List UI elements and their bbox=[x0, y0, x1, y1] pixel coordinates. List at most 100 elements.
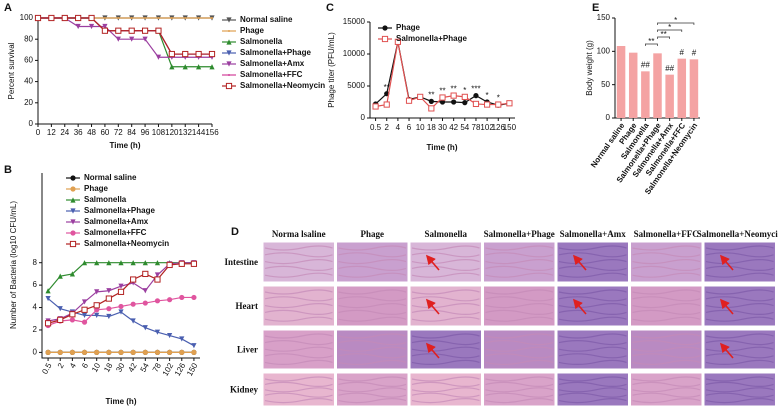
point bbox=[94, 307, 100, 313]
x-tick-label: 42 bbox=[126, 361, 139, 374]
x-tick-label: Normal saline bbox=[589, 121, 627, 170]
tissue-texture bbox=[705, 387, 774, 393]
tissue-texture bbox=[485, 303, 554, 309]
legend-label: Salmonella+Neomycin bbox=[84, 239, 169, 248]
tissue-texture bbox=[485, 392, 554, 398]
x-tick-label: 144 bbox=[192, 128, 206, 137]
point bbox=[372, 103, 379, 110]
point bbox=[484, 101, 491, 108]
x-tick-label: 126 bbox=[492, 123, 506, 132]
point bbox=[106, 349, 112, 355]
bar bbox=[653, 53, 662, 119]
x-tick-label: 102 bbox=[161, 361, 176, 378]
legend-label: Salmonella+FFC bbox=[84, 228, 147, 237]
arrow bbox=[719, 298, 734, 315]
x-tick-label: 120 bbox=[165, 128, 179, 137]
x-tick-label: 54 bbox=[139, 361, 152, 374]
tissue-texture bbox=[705, 245, 774, 251]
x-tick-label: 126 bbox=[173, 361, 188, 378]
x-tick-label: 4 bbox=[396, 123, 401, 132]
point bbox=[394, 38, 401, 45]
series-line bbox=[38, 17, 212, 55]
y-axis-label: Phage titer (PFU/mL) bbox=[327, 32, 336, 108]
annotation: ** bbox=[428, 90, 434, 99]
axes bbox=[41, 173, 200, 359]
y-tick-label: 0 bbox=[606, 113, 611, 122]
point bbox=[405, 97, 413, 104]
x-tick-label: 42 bbox=[449, 123, 458, 132]
bracket-label: * bbox=[674, 16, 677, 25]
x-tick-label: 96 bbox=[141, 128, 150, 137]
tissue-texture bbox=[338, 392, 407, 398]
x-tick-label: 54 bbox=[460, 123, 469, 132]
point bbox=[166, 261, 173, 269]
tissue-texture bbox=[705, 252, 774, 258]
point bbox=[93, 302, 100, 309]
tissue-texture bbox=[264, 272, 333, 278]
tissue-texture bbox=[558, 272, 627, 278]
tissue-texture bbox=[558, 359, 627, 365]
tissue-texture bbox=[264, 309, 333, 315]
x-tick-label: 2 bbox=[385, 123, 390, 132]
series-line bbox=[38, 17, 212, 55]
y-tick-label: 80 bbox=[24, 34, 33, 43]
tissue-texture bbox=[411, 245, 480, 251]
tissue-texture bbox=[558, 245, 627, 251]
tissue-texture bbox=[338, 359, 407, 365]
tissue-texture bbox=[411, 359, 480, 365]
x-tick-label: 0.5 bbox=[40, 361, 54, 376]
tissue-texture bbox=[705, 333, 774, 339]
point bbox=[45, 295, 51, 302]
tissue-texture bbox=[705, 359, 774, 365]
tissue-texture bbox=[338, 289, 407, 295]
legend-marker bbox=[70, 186, 76, 192]
tissue-texture bbox=[632, 316, 701, 322]
point bbox=[472, 100, 480, 108]
column-header: Salmonella+Amx bbox=[560, 229, 627, 239]
panel-label: D bbox=[231, 226, 239, 238]
point bbox=[154, 276, 161, 283]
point bbox=[45, 288, 51, 294]
tissue-texture bbox=[411, 309, 480, 315]
axes bbox=[37, 18, 212, 125]
point bbox=[118, 303, 124, 310]
point bbox=[81, 319, 88, 325]
point bbox=[101, 27, 109, 34]
point bbox=[117, 17, 120, 19]
tissue-texture bbox=[705, 381, 774, 387]
point bbox=[102, 23, 108, 30]
point bbox=[417, 93, 424, 100]
point bbox=[197, 17, 200, 19]
tissue-texture bbox=[705, 398, 774, 404]
tissue-texture bbox=[632, 245, 701, 251]
tissue-texture bbox=[558, 376, 627, 382]
tissue-texture bbox=[705, 259, 774, 265]
bar bbox=[677, 58, 687, 118]
point bbox=[130, 17, 133, 19]
tissue-texture bbox=[632, 346, 701, 352]
arrow bbox=[572, 298, 587, 315]
legend-label: Salmonella+Neomycin bbox=[240, 81, 325, 90]
tissue-texture bbox=[264, 340, 333, 346]
x-tick-label: 0.5 bbox=[370, 123, 382, 132]
arrow bbox=[425, 254, 440, 271]
tissue-texture bbox=[264, 387, 333, 393]
point bbox=[142, 349, 148, 355]
tissue-texture bbox=[558, 398, 627, 404]
x-tick-label: 30 bbox=[114, 361, 127, 374]
x-axis-label: Time (h) bbox=[427, 143, 458, 152]
tissue-texture bbox=[411, 303, 480, 309]
bracket bbox=[657, 22, 695, 25]
tissue-texture bbox=[485, 387, 554, 393]
bracket-label: ** bbox=[660, 30, 666, 39]
point bbox=[81, 306, 88, 313]
tissue-texture bbox=[485, 376, 554, 382]
y-tick-label: 150 bbox=[597, 13, 611, 22]
legend-label: Phage bbox=[396, 23, 421, 32]
point bbox=[130, 349, 136, 355]
point bbox=[168, 50, 175, 58]
tissue-texture bbox=[705, 265, 774, 271]
tissue-texture bbox=[558, 333, 627, 339]
x-axis-label: Time (h) bbox=[110, 141, 141, 150]
tissue-texture bbox=[338, 346, 407, 352]
